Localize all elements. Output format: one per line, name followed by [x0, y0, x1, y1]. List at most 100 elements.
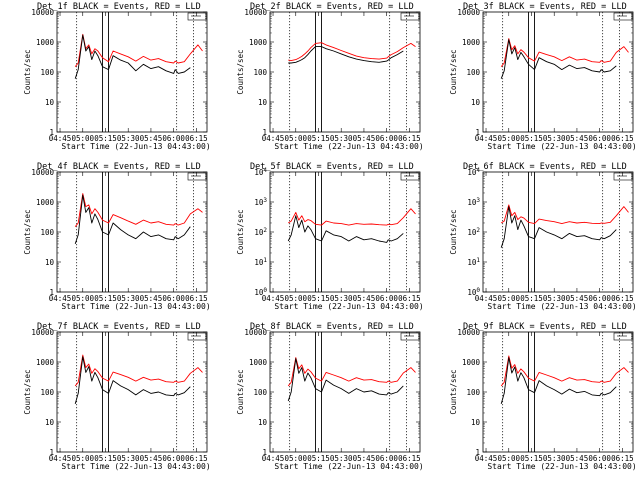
x-tick-label: 05:45 [353, 294, 376, 303]
x-tick-label: 05:00 [497, 134, 520, 143]
panel-title: Det_8f BLACK = Events, RED = LLD [250, 322, 414, 332]
x-tick-label: 05:45 [140, 294, 163, 303]
x-tick-label: 04:45 [475, 294, 498, 303]
legend-box [187, 172, 207, 181]
x-axis-label: Start Time (22-Jun-13 04:43:00) [487, 142, 636, 151]
x-tick-label: 06:15 [185, 294, 208, 303]
x-tick-label: 06:00 [375, 134, 398, 143]
y-tick-label: 100 [254, 287, 267, 297]
x-tick-label: 06:00 [162, 294, 185, 303]
x-tick-label: 05:30 [543, 134, 566, 143]
legend-box [613, 332, 633, 341]
y-tick-label: 10000 [31, 8, 54, 17]
legend-box [400, 332, 420, 341]
legend-box [187, 332, 207, 341]
x-tick-label: 06:00 [375, 294, 398, 303]
y-tick-label: 10 [471, 418, 481, 427]
x-tick-label: 05:15 [307, 134, 330, 143]
x-tick-label: 04:45 [262, 134, 285, 143]
plot-frame [56, 171, 208, 293]
y-tick-label: 1 [262, 448, 267, 457]
y-tick-label: 101 [254, 257, 267, 267]
y-axis-label: Counts/sec [449, 49, 458, 94]
x-tick-label: 06:15 [185, 134, 208, 143]
legend-box [187, 12, 207, 21]
x-tick-label: 05:15 [94, 454, 117, 463]
x-tick-label: 05:00 [497, 454, 520, 463]
series-line-events [500, 206, 617, 248]
y-tick-label: 10000 [457, 8, 480, 17]
y-axis-label: Counts/sec [23, 369, 32, 414]
x-tick-label: 06:15 [611, 454, 634, 463]
x-tick-label: 05:30 [330, 134, 353, 143]
panel-title: Det_1f BLACK = Events, RED = LLD [37, 2, 201, 12]
x-tick-label: 06:00 [162, 134, 185, 143]
chart-panel-8: Det_8f BLACK = Events, RED = LLD 1 10 100 10… [236, 322, 424, 471]
series-line-lld [287, 208, 416, 226]
x-axis-label: Start Time (22-Jun-13 04:43:00) [274, 302, 423, 311]
x-tick-label: 06:15 [398, 134, 421, 143]
series-line-events [500, 39, 617, 79]
y-tick-label: 102 [254, 227, 267, 237]
legend-box [613, 172, 633, 181]
y-tick-label: 1000 [36, 358, 55, 367]
series-line-lld [500, 204, 629, 225]
y-tick-label: 1000 [36, 38, 55, 47]
series-line-events [74, 194, 191, 245]
y-tick-label: 1 [475, 448, 480, 457]
y-tick-label: 100 [466, 388, 480, 397]
chart-panel-2: Det_2f BLACK = Events, RED = LLD 1 10 100 10… [236, 2, 424, 151]
y-axis-label: Counts/sec [236, 209, 245, 254]
y-tick-label: 10000 [244, 8, 267, 17]
x-tick-label: 06:00 [588, 134, 611, 143]
chart-panel-7: Det_7f BLACK = Events, RED = LLD 1 10 100 10… [23, 322, 211, 471]
x-tick-label: 06:15 [611, 294, 634, 303]
x-tick-label: 05:00 [284, 454, 307, 463]
y-tick-label: 1000 [462, 358, 481, 367]
x-tick-label: 05:45 [566, 294, 589, 303]
y-tick-label: 10 [258, 418, 268, 427]
x-tick-label: 05:30 [330, 454, 353, 463]
series-line-lld [287, 357, 416, 387]
x-tick-label: 05:15 [94, 294, 117, 303]
y-axis-label: Counts/sec [449, 369, 458, 414]
x-tick-label: 06:15 [398, 294, 421, 303]
chart-panel-4: Det_4f BLACK = Events, RED = LLD 1 10 100 10… [23, 162, 211, 311]
x-tick-label: 05:00 [71, 134, 94, 143]
x-tick-label: 05:45 [140, 134, 163, 143]
y-tick-label: 100 [466, 68, 480, 77]
x-axis-label: Start Time (22-Jun-13 04:43:00) [274, 142, 423, 151]
x-tick-label: 04:45 [49, 134, 72, 143]
x-tick-label: 06:00 [375, 454, 398, 463]
x-tick-label: 06:15 [398, 454, 421, 463]
x-tick-label: 05:15 [94, 134, 117, 143]
y-tick-label: 1000 [249, 38, 268, 47]
y-tick-label: 1 [49, 128, 54, 137]
panel-title: Det_9f BLACK = Events, RED = LLD [463, 322, 627, 332]
series-line-events [500, 357, 617, 405]
panel-title: Det_4f BLACK = Events, RED = LLD [37, 162, 201, 172]
chart-panel-3: Det_3f BLACK = Events, RED = LLD 1 10 100 10… [449, 2, 637, 151]
y-axis-label: Counts/sec [23, 209, 32, 254]
x-tick-label: 06:00 [588, 454, 611, 463]
panel-title: Det_3f BLACK = Events, RED = LLD [463, 2, 627, 12]
x-tick-label: 04:45 [475, 454, 498, 463]
panel-title: Det_6f BLACK = Events, RED = LLD [463, 162, 627, 172]
legend-box [400, 12, 420, 21]
x-tick-label: 05:00 [71, 294, 94, 303]
y-tick-label: 104 [467, 167, 480, 177]
x-tick-label: 05:45 [353, 134, 376, 143]
y-tick-label: 1 [49, 448, 54, 457]
series-line-events [287, 215, 404, 243]
x-tick-label: 05:45 [566, 134, 589, 143]
y-tick-label: 10000 [31, 328, 54, 337]
x-tick-label: 04:45 [49, 294, 72, 303]
x-tick-label: 06:15 [611, 134, 634, 143]
y-tick-label: 100 [467, 287, 480, 297]
panel-title: Det_5f BLACK = Events, RED = LLD [250, 162, 414, 172]
series-line-lld [288, 42, 416, 62]
y-tick-label: 100 [40, 228, 54, 237]
x-tick-label: 05:15 [520, 294, 543, 303]
x-tick-label: 04:45 [262, 294, 285, 303]
y-tick-label: 1 [262, 128, 267, 137]
